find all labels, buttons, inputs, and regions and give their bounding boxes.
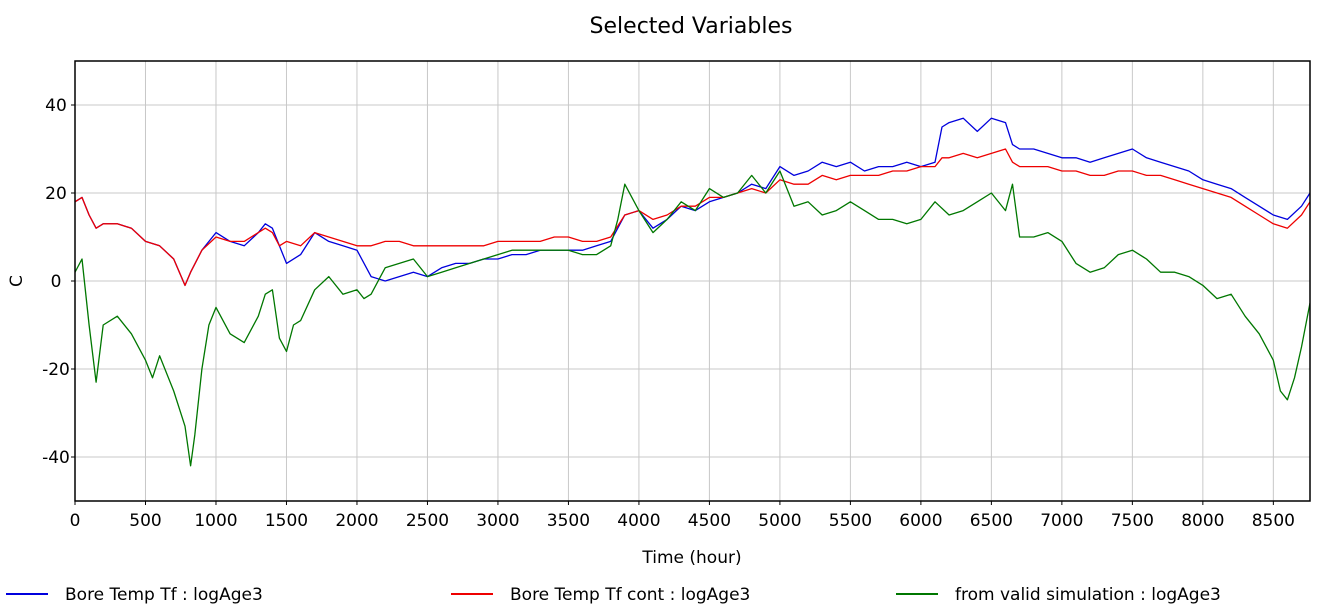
- legend-label-1: Bore Temp Tf cont : logAge3: [510, 585, 750, 605]
- y-tick-label-3: 20: [45, 184, 67, 204]
- x-tick-label-9: 4500: [688, 511, 731, 531]
- x-tick-label-1: 500: [129, 511, 161, 531]
- legend-label-0: Bore Temp Tf : logAge3: [65, 585, 263, 605]
- x-tick-label-5: 2500: [406, 511, 449, 531]
- x-tick-label-13: 6500: [970, 511, 1013, 531]
- y-tick-label-1: -20: [42, 360, 70, 380]
- x-tick-label-12: 6000: [899, 511, 942, 531]
- x-tick-label-2: 1000: [194, 511, 237, 531]
- x-tick-label-0: 0: [70, 511, 81, 531]
- x-tick-label-3: 1500: [265, 511, 308, 531]
- series-line-2: [75, 170, 1310, 467]
- series-layer: [75, 117, 1310, 467]
- x-axis-ticks: 0 500 1000 1500 2000 2500 3000 3500 4000 4500 5000…: [70, 501, 1295, 531]
- x-tick-label-4: 2000: [335, 511, 378, 531]
- chart-grid: [74, 61, 1310, 501]
- x-tick-label-15: 7500: [1111, 511, 1154, 531]
- x-tick-label-11: 5500: [829, 511, 872, 531]
- x-tick-label-7: 3500: [547, 511, 590, 531]
- x-tick-label-17: 8500: [1252, 511, 1295, 531]
- y-axis-label: C: [7, 275, 27, 287]
- x-tick-label-10: 5000: [758, 511, 801, 531]
- y-tick-label-0: -40: [42, 448, 70, 468]
- series-line-0: [75, 117, 1310, 287]
- x-axis-label: Time (hour): [641, 548, 741, 568]
- x-tick-label-14: 7000: [1040, 511, 1083, 531]
- legend-label-2: from valid simulation : logAge3: [955, 585, 1221, 605]
- y-axis-ticks: -40 -20 0 20 40: [42, 96, 75, 468]
- chart-title: Selected Variables: [590, 14, 793, 39]
- series-line-1: [75, 148, 1310, 287]
- x-tick-label-8: 4000: [617, 511, 660, 531]
- y-tick-label-4: 40: [45, 96, 67, 116]
- x-tick-label-16: 8000: [1181, 511, 1224, 531]
- legend: Bore Temp Tf : logAge3 Bore Temp Tf cont …: [6, 585, 1221, 605]
- x-tick-label-6: 3000: [476, 511, 519, 531]
- y-tick-label-2: 0: [51, 272, 62, 292]
